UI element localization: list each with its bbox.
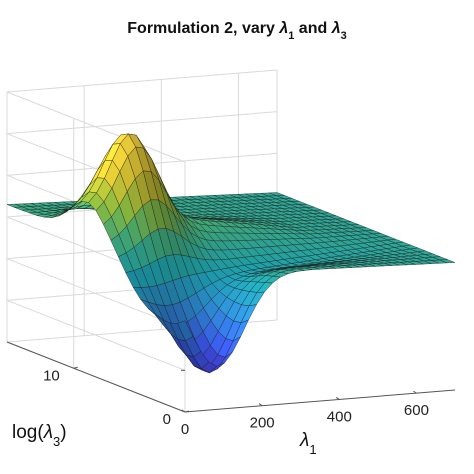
x-axis-label-sub: 1 <box>309 442 316 457</box>
y-axis-label-sub: 3 <box>53 434 60 449</box>
z-grid-line <box>6 111 278 135</box>
front-axes <box>6 341 456 413</box>
x-tick-label: 200 <box>250 415 275 432</box>
x-tick-mark <box>336 397 340 400</box>
chart-title-sub-1: 1 <box>288 30 294 42</box>
x-tick-mark <box>413 390 417 394</box>
chart-title-mid: and <box>294 20 331 37</box>
surface-patch <box>177 320 194 342</box>
z-grid-line <box>6 299 186 371</box>
box-edge <box>6 91 186 163</box>
x-axis-ticks: 0 200 400 600 <box>181 390 429 438</box>
y-axis-line <box>6 341 186 413</box>
x-axis-label: λ1 <box>299 430 317 457</box>
chart-title: Formulation 2, vary λ1 and λ3 <box>127 20 346 42</box>
y-tick-label: 0 <box>163 411 171 428</box>
chart-title-sub-3: 3 <box>341 30 347 42</box>
surface-mesh <box>6 133 456 374</box>
z-grid-line <box>6 258 186 330</box>
box-edge <box>6 69 278 93</box>
y-axis-label-prefix: log( <box>12 422 44 443</box>
y-axis-label: log(λ3) <box>12 422 67 449</box>
x-tick-label: 0 <box>181 421 189 438</box>
chart-title-lambda-1: λ <box>278 20 288 37</box>
x-tick-label: 400 <box>327 408 352 425</box>
x-tick-mark <box>258 403 263 407</box>
y-axis-ticks: 0 10 <box>43 366 190 428</box>
y-tick-mark <box>73 366 78 369</box>
y-tick-label: 10 <box>43 367 60 384</box>
y-tick-mark <box>184 410 190 413</box>
x-tick-mark <box>181 409 186 413</box>
x-axis-label-symbol: λ <box>299 430 309 451</box>
y-axis-label-symbol: λ <box>43 422 53 443</box>
y-axis-label-suffix: ) <box>60 422 66 443</box>
chart-title-lambda-3: λ <box>331 20 341 37</box>
x-axis-line <box>184 389 456 413</box>
chart-title-prefix: Formulation 2, vary <box>127 20 279 37</box>
x-tick-label: 600 <box>404 402 429 419</box>
